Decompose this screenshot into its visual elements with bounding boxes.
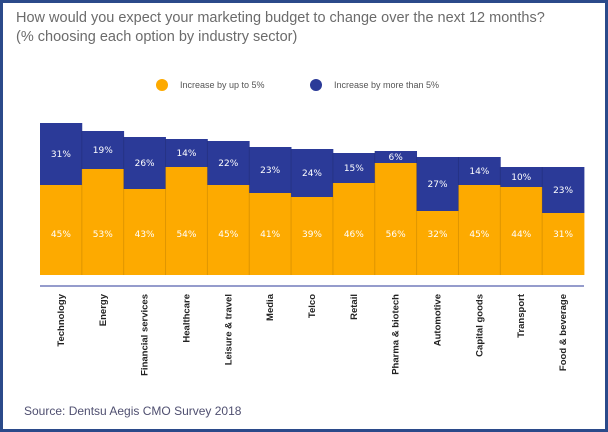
title-line-2: (% choosing each option by industry sect… bbox=[16, 29, 298, 45]
category-labels: Technology Energy Financial services Health… bbox=[56, 293, 569, 376]
category-label-leisure-and-travel: Leisure & travel bbox=[223, 294, 234, 365]
category-label-food-and-beverage: Food & beverage bbox=[558, 294, 569, 371]
category-label-technology: Technology bbox=[56, 293, 67, 346]
bar-up-to-5-automotive bbox=[416, 211, 459, 275]
value-label-more-than-5-food-and-beverage: 23% bbox=[553, 186, 573, 196]
bar-more-than-5-media bbox=[249, 147, 292, 193]
value-label-up-to-5-financial-services: 43% bbox=[135, 230, 155, 240]
value-label-up-to-5-media: 41% bbox=[260, 230, 280, 240]
value-label-more-than-5-healthcare: 14% bbox=[176, 149, 196, 159]
value-label-more-than-5-technology: 31% bbox=[51, 150, 71, 160]
chart-title: How would you expect your marketing budg… bbox=[16, 9, 596, 47]
bar-more-than-5-healthcare bbox=[165, 139, 208, 167]
source-note: Source: Dentsu Aegis CMO Survey 2018 bbox=[24, 404, 242, 418]
bar-up-to-5-media bbox=[249, 193, 292, 275]
bar-more-than-5-food-and-beverage bbox=[542, 167, 585, 213]
category-label-capital-goods: Capital goods bbox=[474, 294, 485, 357]
bar-up-to-5-financial-services bbox=[123, 189, 166, 275]
value-label-up-to-5-leisure-and-travel: 45% bbox=[218, 230, 238, 240]
category-label-energy: Energy bbox=[98, 293, 109, 326]
value-labels: 45% 31% 53% 19% 43% 26% 54% 14% 45% 22% 41% 23% 39% 2… bbox=[51, 146, 574, 240]
value-label-up-to-5-pharma-and-biotech: 56% bbox=[386, 230, 406, 240]
value-label-up-to-5-telco: 39% bbox=[302, 230, 322, 240]
bar-more-than-5-pharma-and-biotech bbox=[374, 151, 418, 163]
category-label-transport: Transport bbox=[516, 293, 527, 338]
value-label-up-to-5-retail: 46% bbox=[344, 230, 364, 240]
bar-more-than-5-telco bbox=[291, 149, 334, 197]
value-label-up-to-5-transport: 44% bbox=[511, 230, 531, 240]
bar-up-to-5-energy bbox=[81, 169, 125, 275]
value-label-more-than-5-retail: 15% bbox=[344, 164, 364, 174]
value-label-more-than-5-capital-goods: 14% bbox=[469, 167, 489, 177]
value-label-up-to-5-automotive: 32% bbox=[428, 230, 448, 240]
value-label-more-than-5-media: 23% bbox=[260, 166, 280, 176]
value-label-up-to-5-energy: 53% bbox=[93, 230, 113, 240]
category-label-pharma-and-biotech: Pharma & biotech bbox=[391, 294, 402, 375]
value-label-up-to-5-technology: 45% bbox=[51, 230, 71, 240]
bar-up-to-5-pharma-and-biotech bbox=[374, 163, 418, 275]
legend-label-2: Increase by more than 5% bbox=[334, 80, 439, 90]
category-label-automotive: Automotive bbox=[433, 294, 444, 346]
value-label-up-to-5-healthcare: 54% bbox=[176, 230, 196, 240]
bar-more-than-5-technology bbox=[40, 123, 83, 185]
bar-up-to-5-leisure-and-travel bbox=[207, 185, 250, 275]
category-label-retail: Retail bbox=[349, 294, 360, 320]
value-label-more-than-5-financial-services: 26% bbox=[135, 159, 155, 169]
bar-more-than-5-transport bbox=[500, 167, 543, 187]
bars bbox=[40, 123, 585, 275]
title-line-1: How would you expect your marketing budg… bbox=[16, 10, 545, 26]
value-label-more-than-5-automotive: 27% bbox=[428, 180, 448, 190]
bar-more-than-5-financial-services bbox=[123, 137, 166, 189]
legend-label-1: Increase by up to 5% bbox=[180, 80, 265, 90]
bar-up-to-5-retail bbox=[332, 183, 376, 275]
category-label-telco: Telco bbox=[307, 294, 318, 318]
bar-up-to-5-food-and-beverage bbox=[542, 213, 585, 275]
bar-more-than-5-retail bbox=[332, 153, 376, 183]
value-label-more-than-5-transport: 10% bbox=[511, 173, 531, 183]
bar-more-than-5-energy bbox=[81, 131, 125, 169]
bar-more-than-5-automotive bbox=[416, 157, 459, 211]
legend-swatch-1 bbox=[156, 79, 168, 91]
legend-swatch-2 bbox=[310, 79, 322, 91]
bar-up-to-5-technology bbox=[40, 185, 83, 275]
value-label-more-than-5-leisure-and-travel: 22% bbox=[218, 159, 238, 169]
bar-more-than-5-capital-goods bbox=[458, 157, 501, 185]
category-label-media: Media bbox=[265, 293, 276, 321]
bar-more-than-5-leisure-and-travel bbox=[207, 141, 250, 185]
value-label-more-than-5-pharma-and-biotech: 6% bbox=[389, 153, 404, 163]
bar-up-to-5-healthcare bbox=[165, 167, 208, 275]
value-label-up-to-5-capital-goods: 45% bbox=[469, 230, 489, 240]
value-label-up-to-5-food-and-beverage: 31% bbox=[553, 230, 573, 240]
bar-up-to-5-capital-goods bbox=[458, 185, 501, 275]
legend: Increase by up to 5% Increase by more tha… bbox=[156, 79, 439, 91]
value-label-more-than-5-telco: 24% bbox=[302, 169, 322, 179]
category-label-financial-services: Financial services bbox=[140, 294, 151, 376]
bar-up-to-5-transport bbox=[500, 187, 543, 275]
category-label-healthcare: Healthcare bbox=[181, 294, 192, 343]
value-label-more-than-5-energy: 19% bbox=[93, 146, 113, 156]
bar-up-to-5-telco bbox=[291, 197, 334, 275]
